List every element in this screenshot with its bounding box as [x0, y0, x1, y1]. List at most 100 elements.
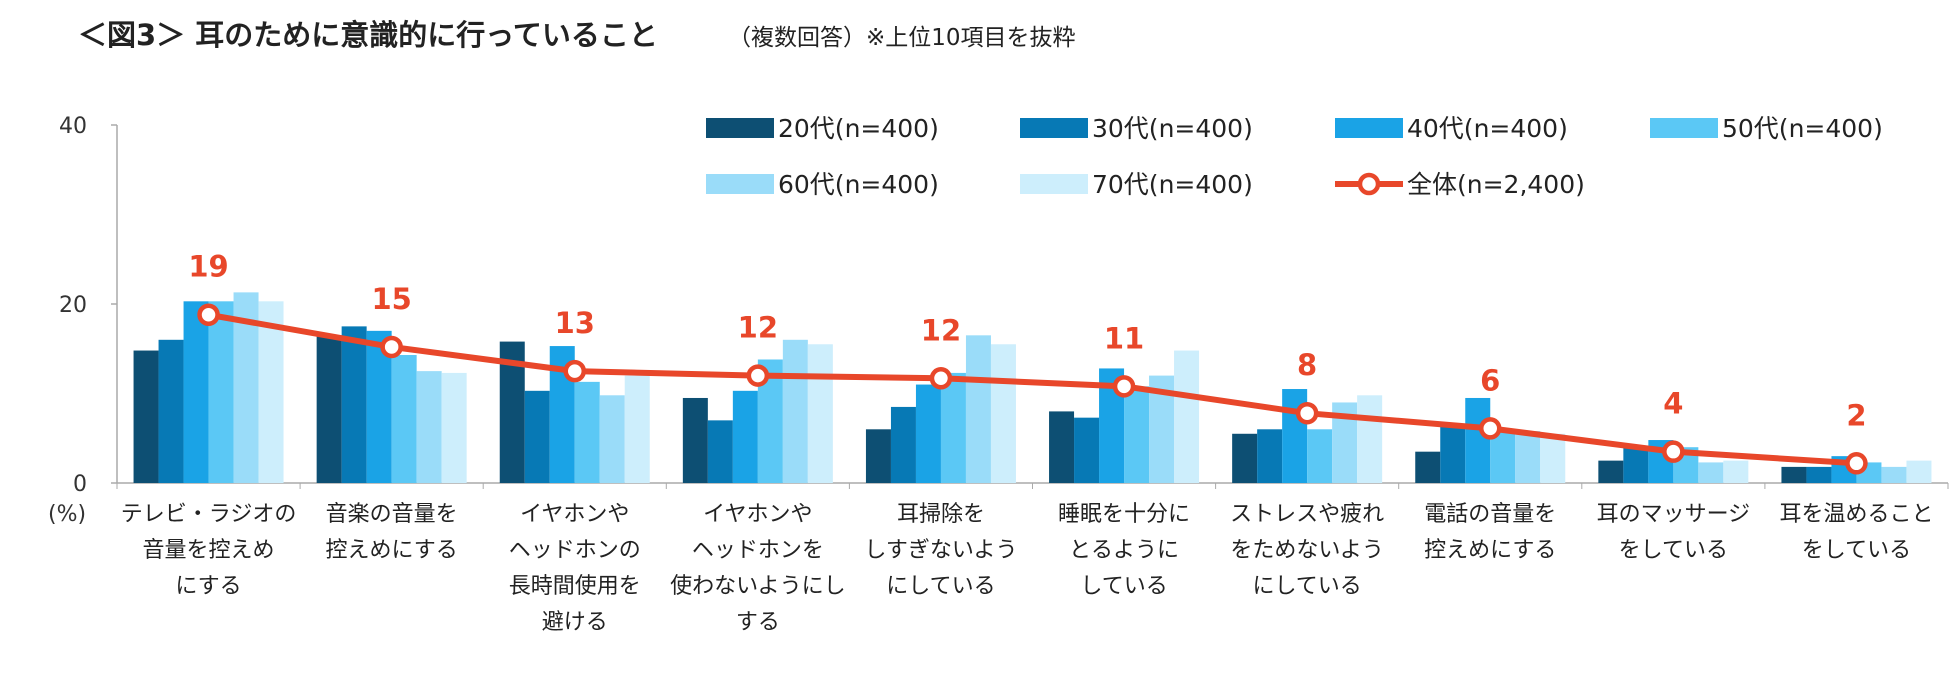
category-label-line: 耳を温めること [1779, 502, 1933, 527]
bar [965, 335, 991, 483]
data-label: 13 [555, 306, 595, 340]
legend-swatch [706, 174, 774, 194]
category-label-line: をしている [1802, 538, 1911, 563]
y-tick-label: 20 [59, 293, 87, 318]
category-label: イヤホンやヘッドホンを使わないようにしする [670, 502, 846, 635]
legend-label: 50代(n=400) [1722, 114, 1883, 143]
bar [707, 420, 733, 483]
legend-swatch [706, 118, 774, 138]
bar [1465, 397, 1491, 483]
category-label-line: 音量を控えめ [143, 538, 275, 563]
category-label: テレビ・ラジオの音量を控えめにする [121, 502, 297, 599]
total-point [1662, 440, 1685, 463]
bar [1781, 466, 1807, 483]
bar [599, 395, 625, 483]
total-point [197, 303, 220, 326]
legend: 20代(n=400) 30代(n=400) 40代(n=400) 50代(n=400)… [706, 114, 1883, 199]
total-point [1295, 401, 1319, 425]
bar [782, 339, 808, 483]
bar [1307, 429, 1333, 483]
category-label-line: 控えめにする [1424, 538, 1556, 563]
bar [258, 301, 284, 483]
category-label-line: イヤホンや [703, 502, 812, 527]
category-label-line: テレビ・ラジオの [121, 502, 297, 527]
category-label: イヤホンやヘッドホンの長時間使用を避ける [509, 502, 641, 635]
bar [391, 355, 417, 483]
category-label: 音楽の音量を控えめにする [326, 502, 458, 563]
category-label-line: 使わないようにし [670, 574, 846, 599]
bar [316, 335, 342, 483]
bar [1174, 350, 1200, 483]
total-point [1479, 417, 1502, 440]
bar [574, 381, 600, 483]
bar [1049, 411, 1075, 483]
category-label-line: ヘッドホンを [692, 538, 824, 563]
category-label-line: 控えめにする [326, 538, 458, 563]
bar [441, 372, 467, 483]
legend-label: 30代(n=400) [1092, 114, 1253, 143]
bar [341, 326, 367, 483]
category-label-line: にする [175, 574, 241, 599]
bar [1906, 460, 1932, 483]
category-label-line: 睡眠を十分に [1058, 502, 1190, 527]
category-label-line: にしている [886, 574, 995, 599]
legend-label: 全体(n=2,400) [1407, 170, 1585, 199]
category-label-line: 電話の音量を [1424, 502, 1556, 527]
category-label-line: 長時間使用を [509, 574, 641, 599]
bar [1357, 395, 1383, 483]
bar [524, 390, 550, 483]
bar [682, 397, 708, 483]
category-label-line: している [1080, 574, 1167, 599]
category-label-line: をためないよう [1230, 538, 1384, 563]
data-label: 12 [738, 311, 778, 345]
bar [890, 406, 916, 483]
data-label: 19 [188, 250, 228, 284]
bar [1074, 417, 1100, 483]
legend-swatch [1020, 118, 1088, 138]
data-label: 6 [1480, 363, 1500, 397]
category-label-line: しすぎないよう [864, 538, 1017, 563]
bar [1623, 447, 1649, 483]
bar [1881, 466, 1907, 483]
bar [1515, 431, 1541, 483]
legend-label: 20代(n=400) [778, 114, 939, 143]
bar [1806, 466, 1832, 483]
bar [1232, 433, 1258, 483]
bar [133, 350, 159, 483]
data-label: 15 [371, 282, 411, 316]
bar [990, 344, 1016, 483]
data-label: 2 [1846, 398, 1866, 432]
bar [1415, 451, 1441, 483]
legend-swatch [1650, 118, 1718, 138]
category-label: 耳掃除をしすぎないようにしている [864, 502, 1017, 599]
total-point [563, 359, 586, 383]
data-label: 11 [1104, 321, 1144, 355]
bar [1723, 460, 1749, 483]
bar [1598, 460, 1624, 483]
y-axis-unit: (%) [48, 502, 86, 527]
category-label-line: 避ける [542, 610, 608, 635]
category-label: 耳のマッサージをしている [1597, 502, 1751, 563]
y-tick-label: 0 [73, 472, 87, 497]
category-label: ストレスや疲れをためないようにしている [1230, 502, 1384, 599]
bar [416, 371, 442, 483]
total-point [1845, 452, 1868, 475]
category-label-line: ストレスや疲れ [1230, 502, 1384, 527]
bar [1698, 462, 1724, 483]
category-label-line: にしている [1252, 574, 1361, 599]
bar [807, 344, 833, 483]
bar [1257, 429, 1283, 483]
legend-swatch [1020, 174, 1088, 194]
bar [915, 384, 941, 483]
total-point [929, 367, 953, 390]
y-tick-label: 40 [59, 114, 87, 139]
total-point [746, 364, 770, 387]
chart-subtitle: （複数回答）※上位10項目を抜粋 [728, 25, 1076, 51]
bar [624, 375, 650, 483]
category-label: 睡眠を十分にとるようにしている [1058, 502, 1190, 599]
legend-swatch [1335, 118, 1403, 138]
bar [208, 301, 234, 483]
legend-label: 70代(n=400) [1092, 170, 1253, 199]
